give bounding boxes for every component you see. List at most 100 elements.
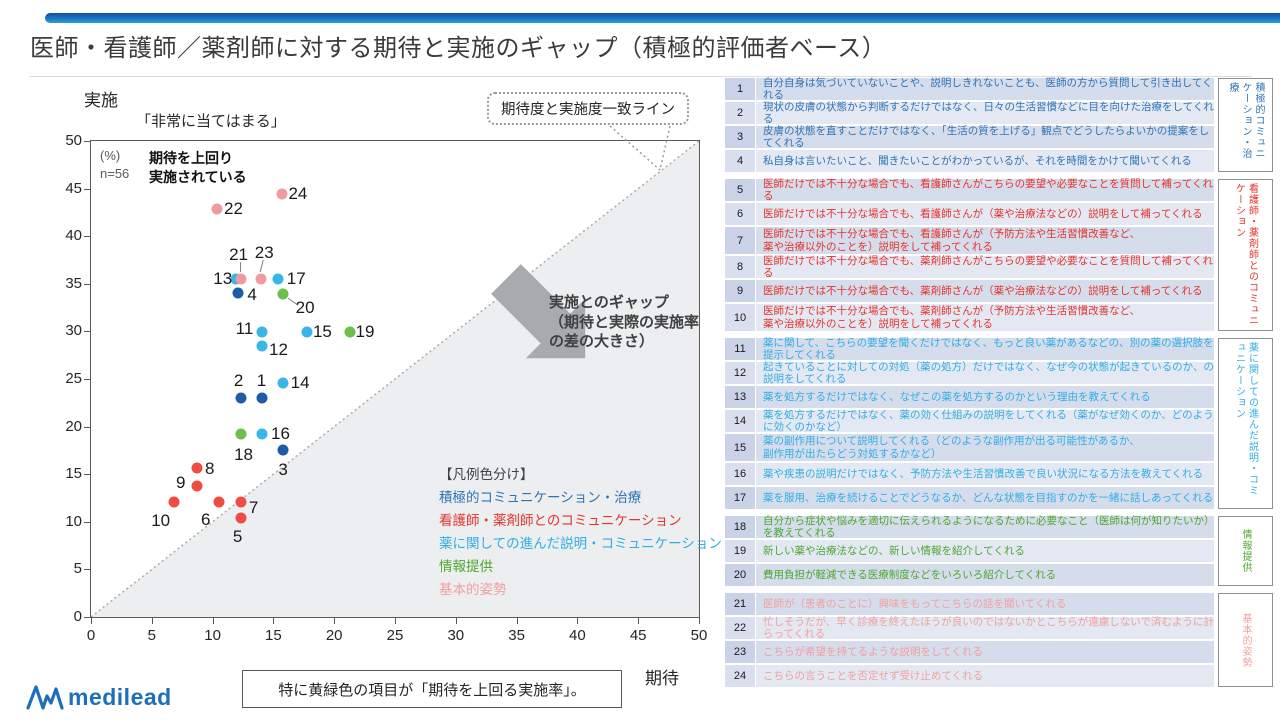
- item-row-21: 21 医師が（患者のことに）興味をもってこちらの話を聞いてくれる: [725, 593, 1214, 615]
- item-row-11: 11 薬に関して、こちらの要望を聞くだけではなく、もっと良い薬があるなどの、別の薬…: [725, 337, 1214, 361]
- y-axis-tick-label: 35: [65, 274, 82, 292]
- chart-legend: 【凡例色分け】 積極的コミュニケーション・治療看護師・薬剤師とのコミュニケーショ…: [439, 463, 722, 601]
- item-text: 医師だけでは不十分な場合でも、看護師さんが（予防方法や生活習慣改善など、 薬や治…: [756, 227, 1214, 254]
- x-axis-tick: [455, 618, 457, 624]
- legend-title: 【凡例色分け】: [439, 467, 534, 482]
- item-text: 私自身は言いたいこと、聞きたいことがわかっているが、それを時間をかけて聞いてくれ…: [756, 150, 1214, 172]
- point-dot-18: [235, 428, 247, 440]
- point-dot-14: [277, 377, 289, 389]
- item-text: 薬を処方するだけではなく、薬の効く仕組みの説明をしてくれる（薬がなぜ効くのか、ど…: [756, 409, 1214, 433]
- top-accent-bar: [45, 13, 1280, 23]
- y-axis-tick: [84, 474, 90, 476]
- y-axis-title: 実施: [84, 91, 118, 110]
- item-row-20: 20 費用負担が軽減できる医療制度などをいろいろ紹介してくれる: [725, 564, 1214, 586]
- y-axis-subtitle: 「非常に当てはまる」: [136, 113, 286, 130]
- point-label-23: 23: [254, 243, 274, 263]
- item-number: 16: [725, 463, 755, 485]
- point-dot-9: [191, 480, 203, 492]
- item-number: 9: [725, 280, 755, 302]
- y-axis-tick: [84, 236, 90, 238]
- item-number: 12: [725, 362, 755, 384]
- y-axis-tick: [84, 379, 90, 380]
- item-row-14: 14 薬を処方するだけではなく、薬の効く仕組みの説明をしてくれる（薬がなぜ効くのか…: [725, 409, 1214, 433]
- item-text: 起きていることに対しての対処（薬の処方）だけではなく、なぜ今の状態が起きているの…: [756, 361, 1214, 385]
- item-text: 自分自身は気づいていないことや、説明しきれないことも、医師の方から質問して引き出…: [756, 77, 1214, 101]
- x-axis-tick-label: 45: [629, 627, 647, 644]
- point-dot-23: [255, 273, 267, 285]
- item-number: 19: [725, 540, 755, 562]
- footer-note-box: 特に黄緑色の項目が「期待を上回る実施率」。: [242, 670, 622, 708]
- item-number: 22: [725, 617, 755, 639]
- point-label-17: 17: [286, 269, 306, 289]
- item-text: 薬を処方するだけではなく、なぜこの薬を処方するのかという理由を教えてくれる: [756, 386, 1214, 408]
- item-row-16: 16 薬や疾患の説明だけではなく、予防方法や生活習慣改善で良い状況になる方法を教え…: [725, 463, 1214, 485]
- item-row-3: 3 皮膚の状態を直すことだけではなく、「生活の質を上げる」観点でどうしたらよいかの…: [725, 125, 1214, 149]
- legend-item-active: 積極的コミュニケーション・治療: [439, 490, 642, 505]
- item-number: 24: [725, 665, 755, 687]
- y-axis-tick: [84, 617, 90, 618]
- point-label-5: 5: [232, 526, 243, 546]
- item-number: 13: [725, 386, 755, 408]
- item-text: 皮膚の状態を直すことだけではなく、「生活の質を上げる」観点でどうしたらよいかの提…: [756, 125, 1214, 149]
- x-axis-tick-label: 50: [690, 627, 708, 644]
- point-label-3: 3: [278, 460, 288, 480]
- item-row-17: 17 薬を服用、治療を続けることでどうなるか、どんな状態を目指すのかを一緒に話しあ…: [725, 487, 1214, 509]
- item-number: 10: [725, 304, 755, 331]
- point-label-21: 21: [229, 245, 249, 265]
- item-text: 薬を服用、治療を続けることでどうなるか、どんな状態を目指すのかを一緒に話しあって…: [756, 487, 1214, 509]
- point-label-1: 1: [256, 371, 267, 391]
- item-number: 8: [725, 256, 755, 278]
- medilead-logo-text: medilead: [68, 683, 172, 710]
- point-label-19: 19: [355, 322, 375, 342]
- x-axis-tick-label: 35: [508, 627, 525, 644]
- items-panel: 1 自分自身は気づいていないことや、説明しきれないことも、医師の方から質問して引き…: [725, 77, 1214, 689]
- item-row-6: 6 医師だけでは不十分な場合でも、看護師さんが（薬や治療法などの）説明をして補って…: [725, 203, 1214, 225]
- item-row-23: 23 こちらが希望を持てるような説明をしてくれる: [725, 641, 1214, 663]
- y-axis-tick: [84, 141, 90, 142]
- item-text: 医師だけでは不十分な場合でも、薬剤師さんが（薬や治療法などの）説明をして補ってく…: [756, 280, 1214, 302]
- item-number: 18: [725, 516, 755, 538]
- point-label-22: 22: [223, 198, 243, 218]
- item-row-10: 10 医師だけでは不十分な場合でも、薬剤師さんが（予防方法や生活習慣改善など、 薬…: [725, 304, 1214, 331]
- y-axis-tick: [84, 426, 90, 428]
- percent-n-label: (%) n=56: [100, 148, 130, 181]
- category-label-active: 積極的コミュニケーション・治療: [1218, 78, 1273, 172]
- point-label-8: 8: [205, 459, 215, 479]
- x-axis-tick: [516, 618, 518, 624]
- item-number: 17: [725, 487, 755, 509]
- point-label-7: 7: [248, 497, 259, 517]
- item-text: 医師だけでは不十分な場合でも、薬剤師さんが（予防方法や生活習慣改善など、 薬や治…: [756, 304, 1214, 331]
- title-divider: [30, 76, 1252, 77]
- item-number: 2: [725, 102, 755, 124]
- item-number: 14: [725, 410, 755, 432]
- x-axis-tick-label: 15: [265, 627, 282, 644]
- y-axis-tick: [84, 521, 90, 523]
- point-dot-12: [256, 340, 268, 352]
- item-number: 21: [725, 593, 755, 615]
- point-dot-16: [256, 428, 268, 440]
- point-label-13: 13: [213, 269, 233, 289]
- item-number: 15: [725, 434, 755, 461]
- x-axis-tick-label: 30: [447, 627, 465, 644]
- x-axis-tick: [212, 618, 214, 624]
- point-dot-2: [235, 392, 247, 404]
- item-text: 薬に関して、こちらの要望を聞くだけではなく、もっと良い薬があるなどの、別の薬の選…: [756, 337, 1214, 361]
- point-label-10: 10: [151, 510, 171, 530]
- item-text: こちらが希望を持てるような説明をしてくれる: [756, 641, 1214, 663]
- item-number: 3: [725, 126, 755, 148]
- point-dot-20: [277, 288, 289, 300]
- item-text: 医師だけでは不十分な場合でも、看護師さんがこちらの要望や必要なことを質問して補っ…: [756, 178, 1214, 202]
- point-dot-1: [256, 392, 268, 404]
- item-row-13: 13 薬を処方するだけではなく、なぜこの薬を処方するのかという理由を教えてくれる: [725, 386, 1214, 408]
- y-axis-tick: [84, 188, 90, 190]
- callout-pointer: [609, 125, 671, 171]
- y-axis-tick-label: 40: [65, 227, 82, 245]
- item-number: 6: [725, 203, 755, 225]
- legend-item-nurse: 看護師・薬剤師とのコミュニケーション: [439, 513, 682, 528]
- item-row-18: 18 自分から症状や悩みを適切に伝えられるようになるために必要なこと（医師は何が知…: [725, 515, 1214, 539]
- point-leader-23: [259, 259, 264, 273]
- item-number: 1: [725, 78, 755, 100]
- item-text: 薬の副作用について説明してくれる（どのような副作用が出る可能性があるか、 副作用…: [756, 434, 1214, 461]
- point-label-6: 6: [200, 509, 211, 529]
